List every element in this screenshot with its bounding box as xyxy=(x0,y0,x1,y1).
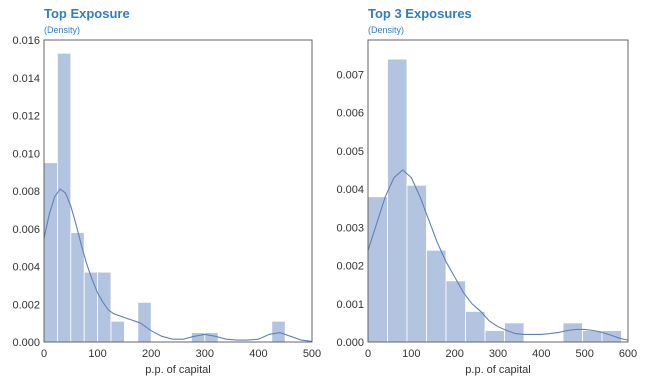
chart-title: Top 3 Exposures xyxy=(368,6,472,21)
y-tick-label: 0.001 xyxy=(336,299,364,311)
chart-subtitle: (Density) xyxy=(368,25,404,35)
x-tick-label: 100 xyxy=(402,348,420,360)
histogram-bar xyxy=(504,322,525,343)
y-tick-label: 0.003 xyxy=(336,222,364,234)
histogram-bar xyxy=(387,58,408,343)
histogram-bar xyxy=(83,271,98,343)
y-tick-label: 0.016 xyxy=(12,35,40,47)
y-tick-label: 0.014 xyxy=(12,73,40,85)
x-axis-label: p.p. of capital xyxy=(465,364,530,376)
histogram-bar xyxy=(57,52,72,343)
histogram-bar xyxy=(110,320,125,343)
histogram-bar xyxy=(137,301,152,343)
y-tick-label: 0.006 xyxy=(12,224,40,236)
y-tick-label: 0.004 xyxy=(12,262,40,274)
histogram-bar xyxy=(465,311,486,343)
x-tick-label: 0 xyxy=(41,348,47,360)
histogram-bar xyxy=(601,330,622,343)
histogram-bar xyxy=(426,249,447,343)
histogram-bar xyxy=(406,184,427,343)
x-tick-label: 200 xyxy=(445,348,463,360)
x-tick-label: 600 xyxy=(619,348,637,360)
histogram-bar xyxy=(271,320,286,343)
chart-subtitle: (Density) xyxy=(44,25,80,35)
y-tick-label: 0.004 xyxy=(336,184,364,196)
histogram-bar xyxy=(484,330,505,343)
histogram-bar xyxy=(190,332,206,343)
x-tick-label: 400 xyxy=(249,348,267,360)
x-tick-label: 400 xyxy=(532,348,550,360)
y-tick-label: 0.000 xyxy=(336,337,364,349)
y-tick-label: 0.008 xyxy=(12,186,40,198)
x-tick-label: 100 xyxy=(88,348,106,360)
y-tick-label: 0.002 xyxy=(336,261,364,273)
x-tick-label: 500 xyxy=(575,348,593,360)
density-curve xyxy=(43,188,313,342)
plot-frame xyxy=(43,39,313,343)
density-curve xyxy=(367,169,629,341)
y-tick-label: 0.000 xyxy=(12,337,40,349)
y-tick-label: 0.010 xyxy=(12,148,40,160)
x-tick-label: 500 xyxy=(303,348,321,360)
histogram-bar xyxy=(562,322,583,343)
x-tick-label: 0 xyxy=(365,348,371,360)
y-tick-label: 0.012 xyxy=(12,111,40,123)
chart-top-exposure: Top Exposure (Density) p.p. of capital 0… xyxy=(12,6,321,376)
y-tick-label: 0.005 xyxy=(336,146,364,158)
plot-frame xyxy=(367,39,629,343)
chart-title: Top Exposure xyxy=(44,6,130,21)
histogram-bar xyxy=(43,162,58,343)
y-tick-label: 0.006 xyxy=(336,108,364,120)
chart-top-3-exposures: Top 3 Exposures (Density) p.p. of capita… xyxy=(336,6,637,376)
x-axis-label: p.p. of capital xyxy=(145,364,210,376)
x-tick-label: 200 xyxy=(142,348,160,360)
y-tick-label: 0.007 xyxy=(336,69,364,81)
histogram-bar xyxy=(204,332,219,343)
y-tick-label: 0.002 xyxy=(12,299,40,311)
histogram-bar xyxy=(97,271,112,343)
x-tick-label: 300 xyxy=(196,348,214,360)
x-tick-label: 300 xyxy=(489,348,507,360)
